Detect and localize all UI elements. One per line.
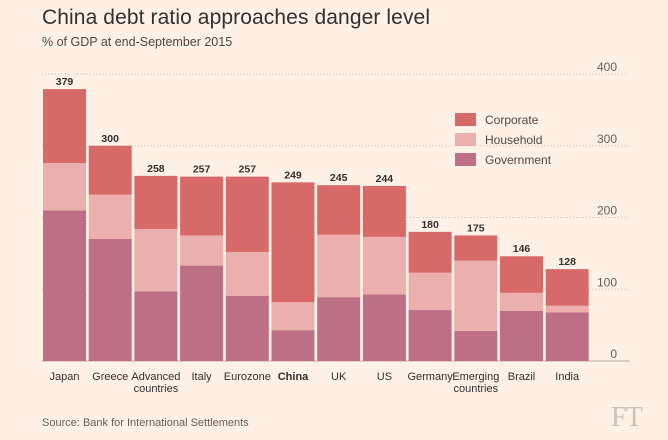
total-label: 244 xyxy=(376,173,394,185)
total-label: 257 xyxy=(239,164,257,176)
bar-corporate-germany xyxy=(408,231,452,273)
bar-government-uk xyxy=(317,297,361,361)
bar-household-brazil xyxy=(500,292,543,311)
x-tick-label: China xyxy=(278,371,309,383)
bar-government-china xyxy=(271,330,315,361)
legend-label-household: Household xyxy=(485,133,542,147)
bar-government-advanced-countries xyxy=(134,291,178,361)
bar-household-us xyxy=(362,236,406,295)
bar-household-india xyxy=(545,305,589,313)
bar-corporate-greece xyxy=(88,145,132,195)
bar-corporate-china xyxy=(271,182,315,303)
bar-household-germany xyxy=(408,272,452,311)
bar-corporate-emerging-countries xyxy=(454,235,498,261)
bar-corporate-eurozone xyxy=(225,176,269,252)
bar-government-greece xyxy=(88,239,132,361)
bar-corporate-uk xyxy=(317,185,361,235)
x-tick-label: Advanced xyxy=(131,371,180,383)
x-tick-label: India xyxy=(555,371,580,383)
bar-corporate-india xyxy=(545,269,589,306)
total-label: 379 xyxy=(56,76,74,88)
total-label: 146 xyxy=(513,243,531,255)
bar-household-uk xyxy=(317,234,361,298)
bar-government-india xyxy=(545,312,589,361)
bar-household-advanced-countries xyxy=(134,228,178,292)
x-tick-label: Eurozone xyxy=(224,371,271,383)
total-label: 257 xyxy=(193,164,211,176)
bar-household-italy xyxy=(180,235,224,266)
bar-government-us xyxy=(362,294,406,361)
x-tick-label: Brazil xyxy=(508,371,536,383)
chart-title: China debt ratio approaches danger level xyxy=(42,6,431,29)
total-label: 258 xyxy=(147,163,165,175)
y-tick-label: 400 xyxy=(597,60,617,74)
bar-corporate-advanced-countries xyxy=(134,175,178,229)
bar-government-japan xyxy=(43,210,86,361)
bar-household-china xyxy=(271,302,315,331)
bar-household-eurozone xyxy=(225,251,269,296)
bar-government-emerging-countries xyxy=(454,330,498,361)
x-tick-label: UK xyxy=(331,371,347,383)
y-tick-label: 100 xyxy=(597,275,617,289)
y-tick-label: 0 xyxy=(610,347,617,361)
x-tick-label: Japan xyxy=(50,371,80,383)
total-label: 249 xyxy=(284,169,302,181)
bar-corporate-us xyxy=(362,185,406,237)
chart-subtitle: % of GDP at end-September 2015 xyxy=(42,35,233,49)
legend-label-corporate: Corporate xyxy=(485,113,539,127)
ft-logo: FT xyxy=(611,402,643,433)
y-tick-label: 300 xyxy=(597,132,617,146)
legend-swatch-household xyxy=(455,133,476,146)
bar-corporate-japan xyxy=(43,89,86,163)
legend-label-government: Government xyxy=(485,153,552,167)
total-label: 175 xyxy=(467,222,485,234)
source-note: Source: Bank for International Settlemen… xyxy=(42,417,249,429)
x-tick-label: Greece xyxy=(92,371,128,383)
bar-household-emerging-countries xyxy=(454,260,498,331)
bar-government-italy xyxy=(180,265,224,361)
x-tick-label: countries xyxy=(134,383,179,395)
x-tick-label: Italy xyxy=(192,371,213,383)
bar-household-greece xyxy=(88,194,132,240)
bar-government-germany xyxy=(408,310,452,361)
bar-household-japan xyxy=(43,162,86,211)
bar-government-brazil xyxy=(500,310,543,361)
total-label: 245 xyxy=(330,172,348,184)
total-label: 180 xyxy=(421,219,439,231)
bar-corporate-italy xyxy=(180,176,224,236)
bar-government-eurozone xyxy=(225,295,269,361)
legend-swatch-corporate xyxy=(455,113,476,126)
x-tick-label: US xyxy=(377,371,392,383)
x-tick-label: countries xyxy=(453,383,498,395)
bar-corporate-brazil xyxy=(500,256,543,293)
legend-swatch-government xyxy=(455,153,476,166)
total-label: 300 xyxy=(101,133,119,145)
x-tick-label: Germany xyxy=(407,371,453,383)
x-tick-label: Emerging xyxy=(452,371,499,383)
y-tick-label: 200 xyxy=(597,204,617,218)
total-label: 128 xyxy=(558,256,576,268)
